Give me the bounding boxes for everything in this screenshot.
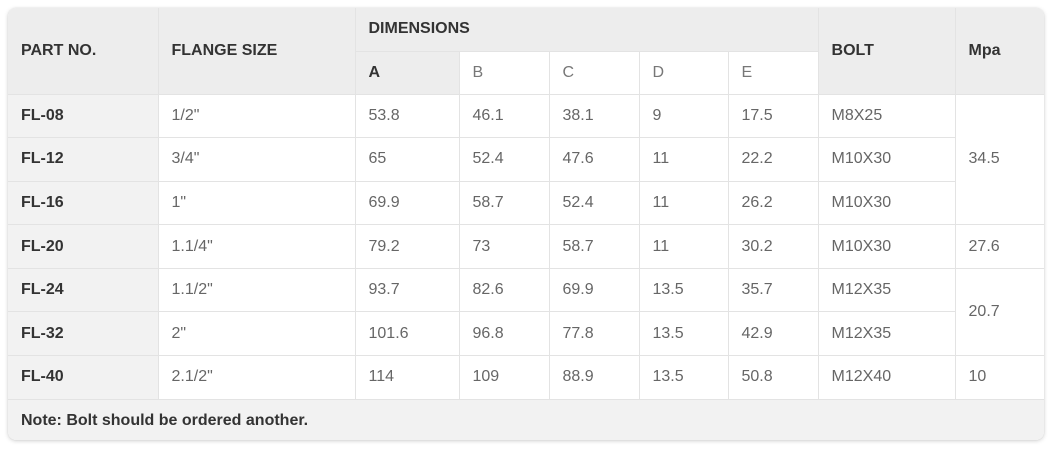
- table-row: FL-24 1.1/2" 93.7 82.6 69.9 13.5 35.7 M1…: [8, 267, 1044, 357]
- mpa-cell: 10: [954, 355, 1044, 400]
- mpa-cell: 34.5: [954, 93, 1044, 226]
- dim-c-cell: 58.7: [548, 224, 640, 269]
- dim-d-cell: 13.5: [638, 311, 729, 357]
- header-row: PART NO. FLANGE SIZE DIMENSIONS BOLT Mpa: [8, 8, 1044, 95]
- dim-d-cell: 13.5: [638, 267, 729, 313]
- flange-size-cell: 1/2": [157, 93, 356, 139]
- dim-e-cell: 26.2: [727, 180, 819, 226]
- table-row: FL-20 1.1/4" 79.2 73 58.7 11 30.2 M10X30…: [8, 224, 1044, 269]
- part-no-cell: FL-40: [8, 355, 159, 400]
- part-no-cell: FL-20: [8, 224, 159, 269]
- dim-a-cell: 114: [354, 355, 460, 400]
- header-bolt: BOLT: [817, 8, 956, 95]
- dim-d-cell: 11: [638, 180, 729, 226]
- dim-a-cell: 53.8: [354, 93, 460, 139]
- dim-c-cell: 47.6: [548, 137, 640, 182]
- part-no-cell: FL-08: [8, 93, 159, 139]
- dim-c-cell: 77.8: [548, 311, 640, 357]
- dim-e-cell: 17.5: [727, 93, 819, 139]
- dim-d-cell: 11: [638, 137, 729, 182]
- dim-a-cell: 93.7: [354, 267, 460, 313]
- note-row: Note: Bolt should be ordered another.: [8, 398, 1044, 440]
- dim-b-cell: 96.8: [458, 311, 550, 357]
- dim-b-cell: 73: [458, 224, 550, 269]
- table-row: FL-32 2" 101.6 96.8 77.8 13.5 42.9 M12X3…: [8, 311, 1044, 357]
- bolt-cell: M12X40: [817, 355, 956, 400]
- subheader-a: A: [355, 50, 460, 95]
- flange-spec-table-card: PART NO. FLANGE SIZE DIMENSIONS BOLT Mpa…: [8, 8, 1044, 440]
- bolt-cell: M12X35: [817, 311, 956, 357]
- part-no-cell: FL-32: [8, 311, 159, 357]
- dim-e-cell: 50.8: [727, 355, 819, 400]
- header-part-no: PART NO.: [8, 8, 159, 95]
- flange-spec-table: PART NO. FLANGE SIZE DIMENSIONS BOLT Mpa…: [8, 8, 1044, 440]
- dim-c-cell: 38.1: [548, 93, 640, 139]
- subheader-d: D: [638, 50, 729, 95]
- bolt-cell: M12X35: [817, 267, 956, 313]
- bolt-cell: M10X30: [817, 137, 956, 182]
- header-flange-size: FLANGE SIZE: [157, 8, 356, 95]
- mpa-cell: 20.7: [954, 267, 1044, 357]
- flange-size-cell: 1": [157, 180, 356, 226]
- dim-b-cell: 109: [458, 355, 550, 400]
- dim-b-cell: 52.4: [458, 137, 550, 182]
- dim-e-cell: 42.9: [727, 311, 819, 357]
- dim-b-cell: 82.6: [458, 267, 550, 313]
- dim-a-cell: 79.2: [354, 224, 460, 269]
- subheader-b: B: [458, 50, 550, 95]
- table-note: Note: Bolt should be ordered another.: [8, 398, 1044, 440]
- subheader-c: C: [548, 50, 640, 95]
- dim-c-cell: 88.9: [548, 355, 640, 400]
- table-row: FL-08 1/2" 53.8 46.1 38.1 9 17.5 M8X25 3…: [8, 93, 1044, 226]
- dim-d-cell: 11: [638, 224, 729, 269]
- part-no-cell: FL-16: [8, 180, 159, 226]
- mpa-cell: 27.6: [954, 224, 1044, 269]
- table-row: FL-12 3/4" 65 52.4 47.6 11 22.2 M10X30: [8, 137, 1044, 182]
- dim-e-cell: 22.2: [727, 137, 819, 182]
- flange-size-cell: 2.1/2": [157, 355, 356, 400]
- dim-b-cell: 58.7: [458, 180, 550, 226]
- bolt-cell: M10X30: [817, 180, 956, 226]
- dim-e-cell: 30.2: [727, 224, 819, 269]
- table-row: FL-16 1" 69.9 58.7 52.4 11 26.2 M10X30: [8, 180, 1044, 226]
- part-no-cell: FL-12: [8, 137, 159, 182]
- dim-a-cell: 101.6: [354, 311, 460, 357]
- flange-size-cell: 3/4": [157, 137, 356, 182]
- flange-size-cell: 1.1/4": [157, 224, 356, 269]
- table-row: FL-40 2.1/2" 114 109 88.9 13.5 50.8 M12X…: [8, 355, 1044, 400]
- flange-size-cell: 1.1/2": [157, 267, 356, 313]
- part-no-cell: FL-24: [8, 267, 159, 313]
- header-mpa: Mpa: [954, 8, 1044, 95]
- dim-b-cell: 46.1: [458, 93, 550, 139]
- header-dimensions: DIMENSIONS: [354, 8, 819, 52]
- bolt-cell: M10X30: [817, 224, 956, 269]
- flange-size-cell: 2": [157, 311, 356, 357]
- subheader-row: A B C D E: [8, 50, 1044, 95]
- dim-c-cell: 69.9: [548, 267, 640, 313]
- dim-d-cell: 13.5: [638, 355, 729, 400]
- dim-e-cell: 35.7: [727, 267, 819, 313]
- dim-c-cell: 52.4: [548, 180, 640, 226]
- dim-a-cell: 65: [354, 137, 460, 182]
- subheader-e: E: [727, 50, 819, 95]
- bolt-cell: M8X25: [817, 93, 956, 139]
- dim-d-cell: 9: [638, 93, 729, 139]
- dim-a-cell: 69.9: [354, 180, 460, 226]
